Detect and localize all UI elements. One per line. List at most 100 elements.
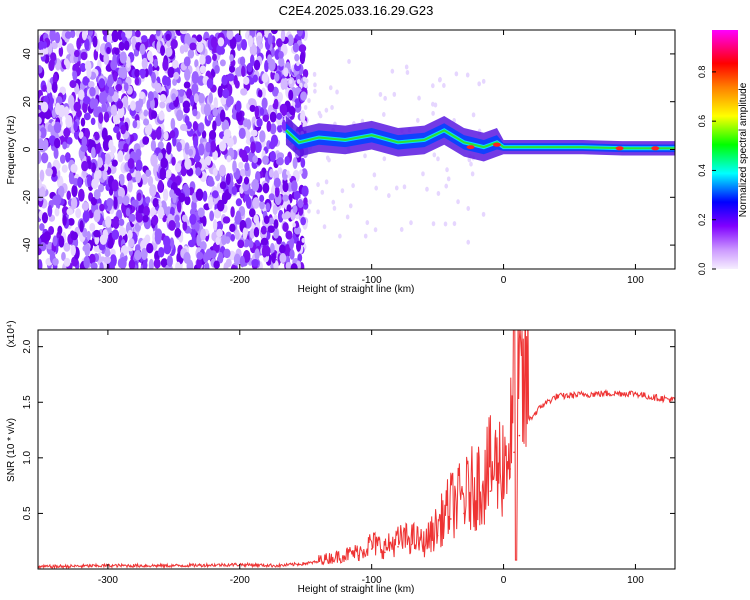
- noise-cell: [332, 205, 337, 211]
- noise-cell: [273, 177, 281, 188]
- x-tick-label: -300: [98, 275, 118, 286]
- noise-cell: [158, 111, 165, 121]
- noise-cell: [90, 262, 98, 269]
- noise-cell: [123, 143, 129, 153]
- noise-cell: [89, 222, 96, 232]
- noise-cell: [166, 255, 173, 267]
- noise-cell: [373, 227, 378, 233]
- noise-cell: [218, 164, 226, 177]
- x-tick-label: 0: [501, 575, 507, 586]
- noise-cell: [259, 194, 265, 203]
- noise-cell: [123, 40, 130, 51]
- noise-cell: [154, 82, 162, 93]
- noise-cell: [38, 138, 44, 150]
- noise-cell: [143, 109, 149, 117]
- noise-cell: [135, 212, 143, 223]
- noise-cell: [471, 112, 476, 118]
- noise-cell: [219, 59, 226, 67]
- noise-cell: [39, 223, 45, 231]
- noise-cell: [135, 159, 143, 172]
- noise-cell: [175, 220, 181, 230]
- noise-cell: [151, 214, 159, 226]
- noise-cell: [300, 110, 306, 123]
- noise-cell: [217, 37, 225, 47]
- noise-cell: [242, 119, 250, 128]
- noise-cell: [230, 233, 236, 242]
- noise-cell: [217, 85, 224, 98]
- noise-cell: [372, 172, 377, 178]
- noise-cell: [52, 257, 59, 266]
- noise-cell: [184, 68, 191, 81]
- noise-cell: [181, 214, 188, 222]
- snr-point: [581, 393, 584, 396]
- snr-point: [489, 490, 492, 492]
- noise-cell: [175, 261, 181, 269]
- noise-cell: [103, 163, 109, 172]
- ridge-peak: [466, 145, 475, 150]
- heatmap-layer: [38, 30, 675, 269]
- noise-cell: [94, 140, 101, 154]
- noise-cell: [466, 239, 471, 245]
- noise-cell: [66, 190, 72, 201]
- noise-cell: [50, 41, 59, 50]
- noise-cell: [276, 157, 284, 166]
- y-tick-label: -20: [22, 190, 33, 205]
- noise-cell: [239, 255, 245, 268]
- noise-cell: [128, 259, 136, 269]
- noise-cell: [136, 192, 142, 201]
- x-tick-label: -200: [230, 575, 250, 586]
- noise-cell: [252, 155, 258, 164]
- noise-cell: [73, 49, 80, 58]
- noise-cell: [294, 53, 300, 62]
- noise-cell: [297, 199, 304, 209]
- snr-point: [476, 501, 478, 504]
- noise-cell: [303, 197, 308, 206]
- noise-cell: [145, 169, 152, 177]
- noise-cell: [93, 229, 101, 238]
- noise-cell: [139, 43, 146, 55]
- noise-cell: [103, 153, 112, 166]
- noise-cell: [155, 30, 161, 37]
- noise-cell: [295, 214, 299, 220]
- noise-cell: [279, 252, 287, 264]
- noise-cell: [184, 115, 190, 125]
- noise-cell: [278, 57, 285, 67]
- noise-cell: [92, 98, 99, 108]
- noise-cell: [222, 88, 230, 99]
- noise-cell: [171, 156, 176, 166]
- noise-cell: [134, 249, 142, 261]
- noise-cell: [303, 104, 308, 110]
- noise-cell: [268, 168, 274, 178]
- noise-cell: [66, 43, 74, 54]
- noise-cell: [97, 157, 103, 168]
- noise-cell: [194, 221, 200, 232]
- noise-cell: [378, 91, 383, 97]
- noise-cell: [282, 181, 289, 193]
- noise-cell: [260, 237, 269, 246]
- y-tick-label: 0: [22, 146, 33, 152]
- noise-cell: [276, 38, 283, 48]
- noise-cell: [229, 223, 236, 233]
- noise-cell: [240, 88, 248, 96]
- noise-cell: [38, 65, 43, 74]
- noise-cell: [223, 262, 229, 269]
- noise-cell: [127, 157, 135, 170]
- noise-cell: [267, 82, 275, 93]
- noise-cell: [269, 123, 277, 135]
- noise-cell: [348, 203, 353, 209]
- noise-cell: [163, 188, 169, 202]
- noise-cell: [225, 96, 232, 108]
- noise-cell: [117, 187, 126, 199]
- noise-cell: [394, 185, 399, 191]
- noise-cell: [125, 30, 133, 39]
- noise-cell: [251, 258, 259, 267]
- noise-cell: [64, 31, 72, 39]
- noise-cell: [66, 208, 74, 216]
- noise-cell: [63, 242, 71, 252]
- noise-cell: [47, 204, 53, 217]
- noise-cell: [301, 168, 308, 180]
- noise-cell: [274, 72, 280, 82]
- noise-cell: [212, 167, 218, 177]
- noise-cell: [70, 231, 79, 241]
